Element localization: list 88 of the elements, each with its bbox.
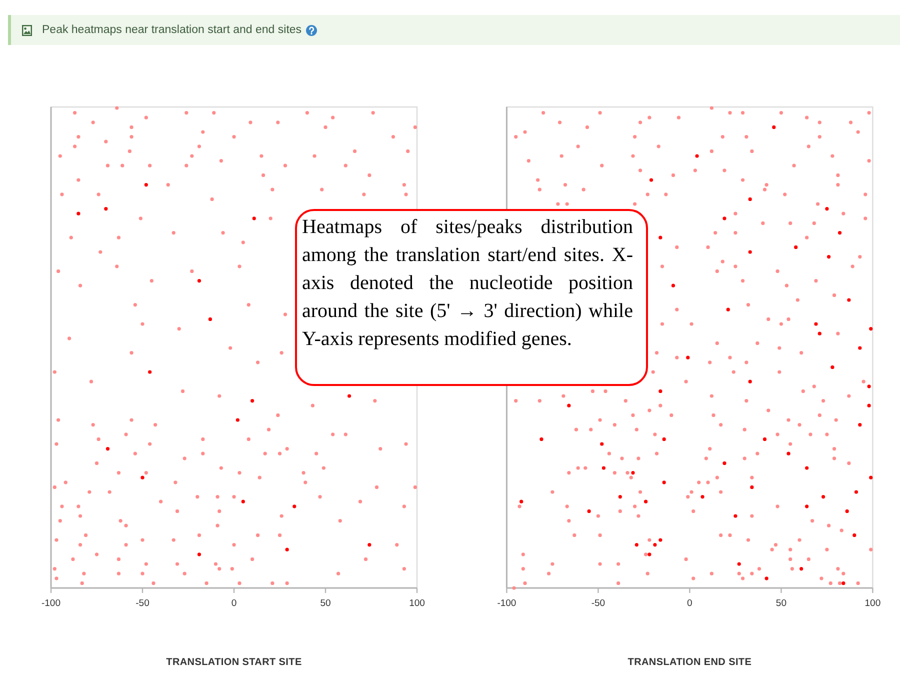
point xyxy=(140,476,144,480)
point xyxy=(867,384,871,388)
point xyxy=(649,178,654,182)
point xyxy=(700,495,704,499)
point xyxy=(814,322,818,326)
point xyxy=(847,298,851,302)
point xyxy=(106,447,110,451)
x-tick-label: -100 xyxy=(497,598,516,609)
point xyxy=(764,576,768,580)
point xyxy=(347,394,352,398)
point xyxy=(600,442,604,446)
point xyxy=(869,327,873,331)
point xyxy=(818,332,822,336)
x-tick-label: -50 xyxy=(591,598,606,609)
point xyxy=(722,216,726,220)
point xyxy=(671,284,676,288)
point xyxy=(658,236,662,240)
point xyxy=(858,346,862,350)
point xyxy=(825,207,829,211)
point xyxy=(852,533,856,537)
point xyxy=(520,500,524,504)
point xyxy=(197,279,202,283)
x-tick-label: 100 xyxy=(864,598,881,609)
point xyxy=(292,504,296,508)
x-axis-title: TRANSLATION END SITE xyxy=(628,657,752,668)
x-tick-label: -100 xyxy=(41,598,61,609)
point xyxy=(826,255,831,259)
point xyxy=(805,504,809,508)
point xyxy=(867,404,871,408)
point xyxy=(540,437,544,441)
x-tick-label: 100 xyxy=(409,598,425,609)
point xyxy=(618,495,622,499)
point xyxy=(737,562,741,566)
point xyxy=(644,500,648,504)
point xyxy=(686,356,690,360)
point xyxy=(726,308,730,312)
point xyxy=(748,380,752,384)
point xyxy=(854,490,858,494)
point xyxy=(631,471,635,475)
point xyxy=(567,404,571,408)
x-axis-title: TRANSLATION START SITE xyxy=(166,657,302,668)
x-tick-label: 0 xyxy=(231,598,237,609)
point xyxy=(662,480,666,484)
x-tick-label: 50 xyxy=(320,598,331,609)
point xyxy=(662,437,666,441)
point xyxy=(104,207,108,211)
point xyxy=(653,543,657,547)
point xyxy=(734,514,738,518)
point xyxy=(858,423,862,427)
point xyxy=(148,370,152,374)
chart-title: Peak heatmaps near translation start and end sites xyxy=(42,24,302,36)
point xyxy=(695,154,699,158)
annotation: Heatmaps of sites/peaks distribution among the translation start/end sites. X-axis denoted the nucleotide position around the site (5' → 3' direction) while Y-axis represents modified genes. xyxy=(302,215,633,352)
point xyxy=(722,461,726,465)
point xyxy=(208,317,212,321)
point xyxy=(285,548,289,552)
point xyxy=(144,183,148,187)
point xyxy=(197,552,202,556)
point xyxy=(838,231,842,235)
point xyxy=(805,466,809,470)
point xyxy=(869,476,873,480)
point xyxy=(845,509,849,513)
point xyxy=(748,197,752,201)
point xyxy=(658,538,662,542)
point xyxy=(587,509,591,513)
point xyxy=(821,495,826,499)
point xyxy=(750,485,754,489)
point xyxy=(602,466,606,470)
point xyxy=(236,418,240,422)
point xyxy=(252,216,256,220)
point xyxy=(658,389,662,393)
x-tick-label: 50 xyxy=(776,598,786,609)
point xyxy=(634,543,638,547)
point xyxy=(648,552,652,556)
point xyxy=(786,452,790,456)
point xyxy=(76,212,80,216)
point xyxy=(762,437,767,441)
x-tick-label: -50 xyxy=(136,598,150,609)
point xyxy=(748,250,752,254)
point xyxy=(368,543,372,547)
point xyxy=(800,567,804,571)
x-tick-label: 0 xyxy=(687,598,692,609)
point xyxy=(250,399,254,403)
point xyxy=(794,245,798,249)
point xyxy=(241,500,245,504)
point xyxy=(772,125,776,129)
point xyxy=(830,365,834,369)
point xyxy=(842,581,846,585)
